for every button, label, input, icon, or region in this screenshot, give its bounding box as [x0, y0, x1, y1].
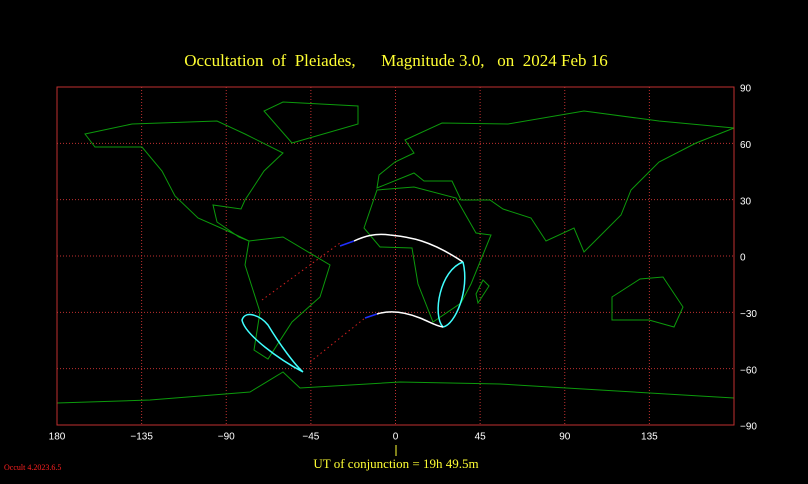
path-night: [339, 240, 355, 247]
lat-tick-label: 30: [740, 196, 752, 207]
path-extension: [309, 317, 366, 363]
lat-tick-label: −90: [740, 422, 757, 433]
madagascar: [475, 279, 490, 305]
eurasia: [376, 110, 735, 253]
lat-tick-label: −60: [740, 365, 757, 376]
coastlines: [56, 101, 735, 404]
antarctica: [56, 371, 735, 404]
path-night: [364, 313, 378, 319]
lat-tick-label: 90: [740, 84, 752, 95]
lon-tick-label: 135: [641, 432, 658, 443]
map-frame: [56, 86, 735, 426]
south-america: [244, 236, 331, 360]
lon-tick-label: −90: [218, 432, 235, 443]
lon-tick-label: 180: [49, 432, 66, 443]
lat-tick-label: 60: [740, 140, 752, 151]
south-limit: [376, 311, 444, 328]
lat-tick-label: 0: [740, 253, 746, 264]
rise-set-loop: [241, 313, 304, 373]
lat-tick-label: −30: [740, 309, 757, 320]
north-limit: [353, 233, 464, 263]
lon-tick-label: 45: [475, 432, 487, 443]
grid: [56, 86, 734, 426]
lon-tick-label: 90: [559, 432, 571, 443]
title: Occultation of Pleiades, Magnitude 3.0, …: [184, 51, 608, 70]
occultation-paths: [241, 233, 466, 373]
australia: [611, 276, 684, 328]
conjunction-time: UT of conjunction = 19h 49.5m: [313, 456, 478, 471]
north-america: [84, 120, 284, 242]
greenland: [263, 101, 359, 144]
version: Occult 4.2023.6.5: [4, 463, 61, 472]
lon-tick-label: −135: [130, 432, 153, 443]
lon-tick-label: 0: [393, 432, 399, 443]
lon-tick-label: −45: [302, 432, 319, 443]
africa: [363, 186, 492, 323]
